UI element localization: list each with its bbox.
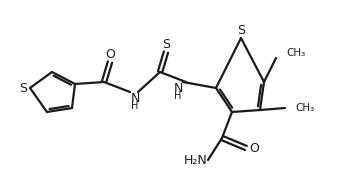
- Text: S: S: [19, 81, 27, 94]
- Text: N: N: [173, 83, 183, 96]
- Text: S: S: [162, 39, 170, 52]
- Text: O: O: [105, 49, 115, 62]
- Text: H₂N: H₂N: [184, 155, 208, 167]
- Text: H: H: [131, 101, 139, 111]
- Text: CH₃: CH₃: [295, 103, 314, 113]
- Text: N: N: [130, 92, 140, 106]
- Text: O: O: [249, 142, 259, 155]
- Text: H: H: [174, 91, 182, 101]
- Text: CH₃: CH₃: [286, 48, 305, 58]
- Text: S: S: [237, 24, 245, 37]
